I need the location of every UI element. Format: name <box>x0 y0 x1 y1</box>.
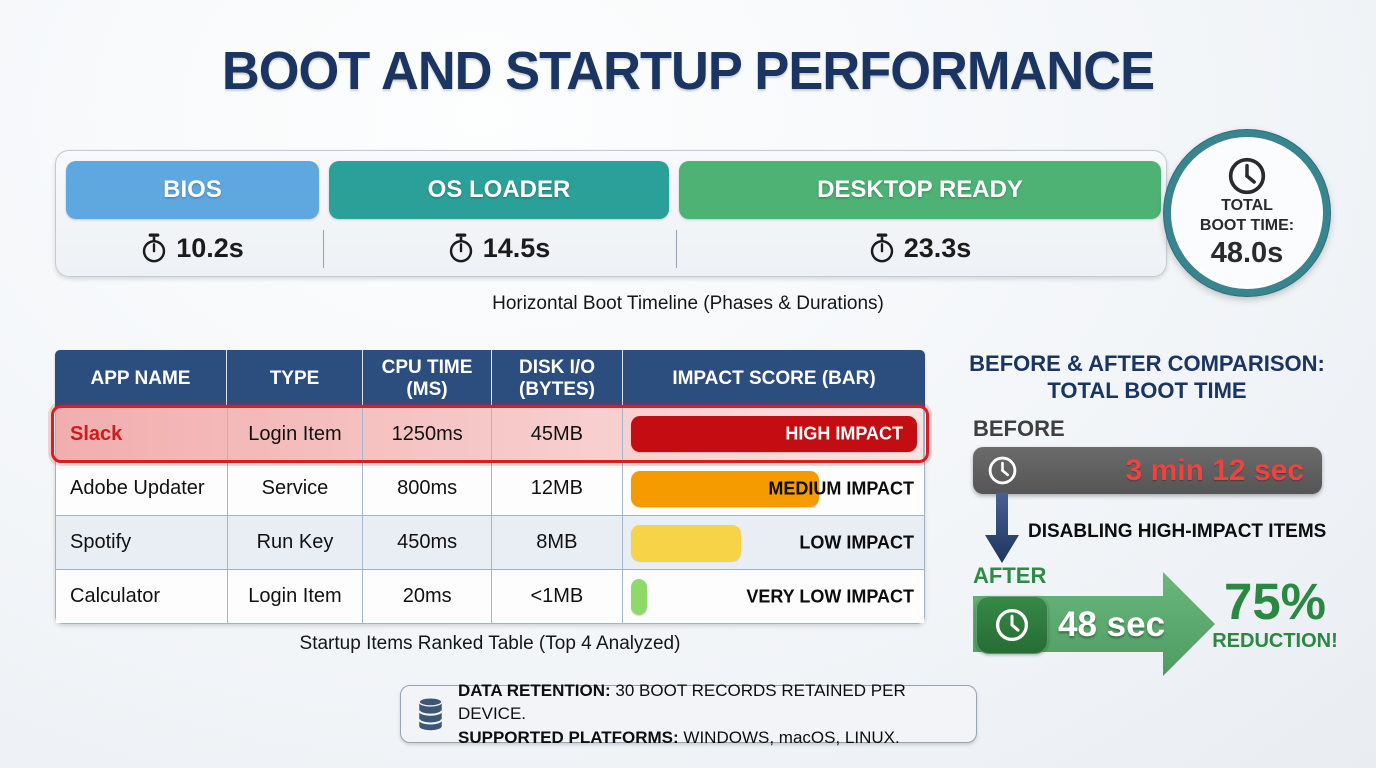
phase-label-desktop-ready: DESKTOP READY <box>817 176 1023 203</box>
timeline-caption: Horizontal Boot Timeline (Phases & Durat… <box>492 293 884 314</box>
cell-app-name: Adobe Updater <box>56 462 228 515</box>
cell-cpu-time: 1250ms <box>363 407 493 461</box>
cell-cpu-time: 20ms <box>363 570 493 623</box>
phase-duration-value: 23.3s <box>903 232 972 263</box>
stopwatch-icon <box>449 233 472 263</box>
phase-label-os-loader: OS LOADER <box>427 176 571 203</box>
boot-timeline-panel: BIOS OS LOADER DESKTOP READY 10.2s 14.5s <box>55 150 1167 277</box>
after-label: AFTER <box>973 563 1047 588</box>
cell-disk-io: 45MB <box>492 407 623 461</box>
impact-label: MEDIUM IMPACT <box>768 478 914 498</box>
column-header-impact-score: IMPACT SCORE (BAR) <box>672 367 876 389</box>
after-clock-chip <box>976 596 1048 654</box>
table-row-slack: Slack Login Item 1250ms 45MB HIGH IMPACT <box>51 405 929 463</box>
phase-bar-desktop-ready: DESKTOP READY <box>679 161 1161 219</box>
impact-bar-high <box>630 416 917 452</box>
clock-icon <box>1228 157 1266 195</box>
impact-bar-low <box>630 524 741 561</box>
impact-bar-medium <box>630 470 819 507</box>
phase-label-bios: BIOS <box>163 176 222 203</box>
column-header-disk-io: DISK I/O (BYTES) <box>492 350 623 407</box>
comparison-title-line2: TOTAL BOOT TIME <box>1047 377 1247 403</box>
clock-icon <box>995 608 1029 642</box>
footer-platforms-label: SUPPORTED PLATFORMS: <box>458 727 679 747</box>
comparison-title: BEFORE & AFTER COMPARISON: TOTAL BOOT TI… <box>958 351 1336 405</box>
footer-note: DATA RETENTION: 30 BOOT RECORDS RETAINED… <box>400 681 977 747</box>
column-header-type: TYPE <box>227 350 363 407</box>
stopwatch-icon <box>870 233 893 263</box>
cell-app-name: Calculator <box>56 570 228 623</box>
cell-app-name: Spotify <box>56 516 228 569</box>
cell-type: Service <box>228 462 364 515</box>
cell-cpu-time: 800ms <box>363 462 493 515</box>
impact-label: VERY LOW IMPACT <box>746 586 914 606</box>
phase-duration-bios: 10.2s <box>66 225 319 271</box>
total-badge-label-line2: BOOT TIME: <box>1199 216 1295 234</box>
cell-disk-io: <1MB <box>492 570 623 623</box>
impact-label: HIGH IMPACT <box>785 423 903 444</box>
before-time-bar: 3 min 12 sec <box>973 447 1322 494</box>
cell-impact-score: MEDIUM IMPACT <box>623 462 924 515</box>
duration-divider <box>323 230 324 268</box>
clock-icon <box>988 456 1017 485</box>
column-header-app-name: APP NAME <box>55 350 227 407</box>
table-body: Slack Login Item 1250ms 45MB HIGH IMPACT… <box>51 405 929 624</box>
cell-impact-score: LOW IMPACT <box>623 516 924 569</box>
total-boot-time-badge: TOTAL BOOT TIME: 48.0s <box>1164 130 1330 296</box>
impact-label: LOW IMPACT <box>799 532 914 552</box>
phase-duration-os-loader: 14.5s <box>329 225 669 271</box>
cell-impact-score: VERY LOW IMPACT <box>623 570 924 623</box>
cell-disk-io: 8MB <box>492 516 623 569</box>
table-row-spotify: Spotify Run Key 450ms 8MB LOW IMPACT <box>56 515 924 569</box>
column-header-cpu-time: CPU TIME (MS) <box>363 350 492 407</box>
footer-platforms-text: WINDOWS, macOS, LINUX. <box>678 727 900 747</box>
cell-type: Login Item <box>228 407 364 461</box>
after-time-value: 48 sec <box>1058 605 1166 644</box>
total-badge-label-line1: TOTAL <box>1221 196 1273 214</box>
reduction-callout: 75% REDUCTION! <box>1212 576 1338 653</box>
reduction-percent: 75% <box>1223 573 1327 630</box>
footer-retention-line: DATA RETENTION: 30 BOOT RECORDS RETAINED… <box>458 679 960 726</box>
phase-bar-os-loader: OS LOADER <box>329 161 669 219</box>
phase-bar-bios: BIOS <box>66 161 319 219</box>
transition-label: DISABLING HIGH-IMPACT ITEMS <box>1028 521 1327 542</box>
before-label: BEFORE <box>973 416 1065 441</box>
footer-text: DATA RETENTION: 30 BOOT RECORDS RETAINED… <box>458 679 960 749</box>
startup-items-table: APP NAME TYPE CPU TIME (MS) DISK I/O (BY… <box>51 350 929 624</box>
total-badge-value: 48.0s <box>1210 237 1284 270</box>
cell-disk-io: 12MB <box>492 462 623 515</box>
cell-app-name: Slack <box>56 407 228 461</box>
footer-retention-label: DATA RETENTION: <box>458 680 611 700</box>
comparison-title-line1: BEFORE & AFTER COMPARISON: <box>969 351 1325 376</box>
phase-duration-value: 10.2s <box>176 232 244 263</box>
duration-divider <box>676 230 677 268</box>
impact-bar-very-low <box>630 578 647 615</box>
table-header-row: APP NAME TYPE CPU TIME (MS) DISK I/O (BY… <box>55 350 925 407</box>
table-row-calculator: Calculator Login Item 20ms <1MB VERY LOW… <box>56 569 924 623</box>
footer-platforms-line: SUPPORTED PLATFORMS: WINDOWS, macOS, LIN… <box>458 726 960 749</box>
cell-type: Login Item <box>228 570 364 623</box>
cell-impact-score: HIGH IMPACT <box>623 407 924 461</box>
phase-duration-value: 14.5s <box>482 232 551 263</box>
down-arrow-icon <box>985 493 1019 563</box>
page-title: BOOT AND STARTUP PERFORMANCE <box>221 41 1155 101</box>
phase-duration-desktop-ready: 23.3s <box>679 225 1161 271</box>
database-icon <box>418 697 443 731</box>
footer-retention-text: 30 BOOT RECORDS RETAINED PER DEVICE. <box>458 680 906 724</box>
cell-type: Run Key <box>228 516 364 569</box>
stopwatch-icon <box>143 233 166 263</box>
table-row-adobe-updater: Adobe Updater Service 800ms 12MB MEDIUM … <box>56 461 924 515</box>
table-caption: Startup Items Ranked Table (Top 4 Analyz… <box>299 633 681 654</box>
cell-cpu-time: 450ms <box>363 516 493 569</box>
reduction-label: REDUCTION! <box>1212 630 1338 652</box>
before-time-value: 3 min 12 sec <box>1125 453 1304 487</box>
